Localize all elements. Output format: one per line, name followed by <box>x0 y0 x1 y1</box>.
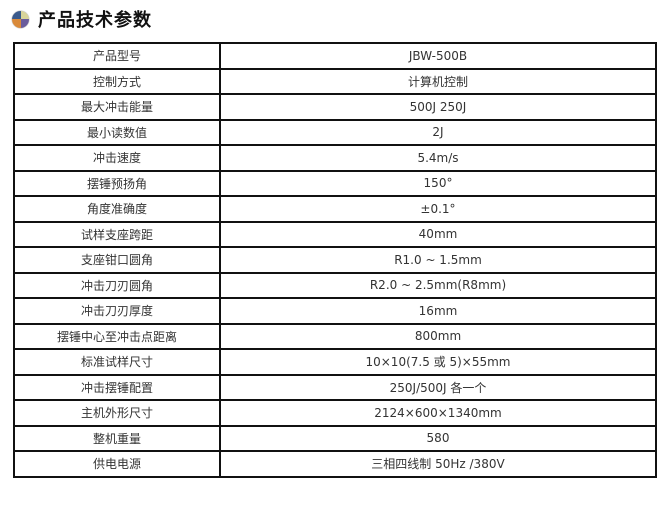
spec-label: 冲击摆锤配置 <box>13 373 221 401</box>
spec-value: 10×10(7.5 或 5)×55mm <box>219 348 657 376</box>
spec-value: 580 <box>219 424 657 452</box>
spec-label: 最小读数值 <box>13 118 221 146</box>
spec-label: 产品型号 <box>13 42 221 70</box>
spec-label: 冲击刀刃圆角 <box>13 271 221 299</box>
spec-label: 冲击刀刃厚度 <box>13 297 221 325</box>
table-row: 最小读数值 2J <box>13 118 657 146</box>
spec-label: 供电电源 <box>13 450 221 478</box>
spec-label: 摆锤预扬角 <box>13 169 221 197</box>
spec-value: 16mm <box>219 297 657 325</box>
table-row: 整机重量 580 <box>13 424 657 452</box>
spec-table: 产品型号 JBW-500B 控制方式 计算机控制 最大冲击能量 500J 250J 最小读数… <box>13 42 657 478</box>
table-row: 供电电源 三相四线制 50Hz /380V <box>13 450 657 478</box>
spec-label: 控制方式 <box>13 67 221 95</box>
spec-value: 40mm <box>219 220 657 248</box>
table-row: 冲击速度 5.4m/s <box>13 144 657 172</box>
spec-value: 计算机控制 <box>219 67 657 95</box>
section-header: 产品技术参数 <box>12 6 152 32</box>
table-row: 控制方式 计算机控制 <box>13 67 657 95</box>
spec-label: 支座钳口圆角 <box>13 246 221 274</box>
spec-label: 角度准确度 <box>13 195 221 223</box>
table-row: 角度准确度 ±0.1° <box>13 195 657 223</box>
spec-value: R2.0 ~ 2.5mm(R8mm) <box>219 271 657 299</box>
spec-label: 冲击速度 <box>13 144 221 172</box>
spec-value: JBW-500B <box>219 42 657 70</box>
table-row: 产品型号 JBW-500B <box>13 42 657 70</box>
spec-label: 最大冲击能量 <box>13 93 221 121</box>
spec-value: 800mm <box>219 322 657 350</box>
table-row: 标准试样尺寸 10×10(7.5 或 5)×55mm <box>13 348 657 376</box>
spec-value: ±0.1° <box>219 195 657 223</box>
spec-value: R1.0 ~ 1.5mm <box>219 246 657 274</box>
spec-label: 标准试样尺寸 <box>13 348 221 376</box>
spec-value: 2124×600×1340mm <box>219 399 657 427</box>
spec-value: 250J/500J 各一个 <box>219 373 657 401</box>
table-row: 支座钳口圆角 R1.0 ~ 1.5mm <box>13 246 657 274</box>
spec-value: 2J <box>219 118 657 146</box>
table-row: 最大冲击能量 500J 250J <box>13 93 657 121</box>
table-row: 主机外形尺寸 2124×600×1340mm <box>13 399 657 427</box>
page-title: 产品技术参数 <box>38 10 152 31</box>
table-row: 冲击刀刃圆角 R2.0 ~ 2.5mm(R8mm) <box>13 271 657 299</box>
table-row: 摆锤中心至冲击点距离 800mm <box>13 322 657 350</box>
spec-value: 150° <box>219 169 657 197</box>
table-row: 试样支座跨距 40mm <box>13 220 657 248</box>
spec-label: 试样支座跨距 <box>13 220 221 248</box>
table-row: 冲击刀刃厚度 16mm <box>13 297 657 325</box>
spec-value: 5.4m/s <box>219 144 657 172</box>
spec-label: 整机重量 <box>13 424 221 452</box>
spec-label: 主机外形尺寸 <box>13 399 221 427</box>
quadrant-ball-icon <box>12 10 29 28</box>
spec-label: 摆锤中心至冲击点距离 <box>13 322 221 350</box>
table-row: 摆锤预扬角 150° <box>13 169 657 197</box>
spec-value: 三相四线制 50Hz /380V <box>219 450 657 478</box>
spec-value: 500J 250J <box>219 93 657 121</box>
table-row: 冲击摆锤配置 250J/500J 各一个 <box>13 373 657 401</box>
